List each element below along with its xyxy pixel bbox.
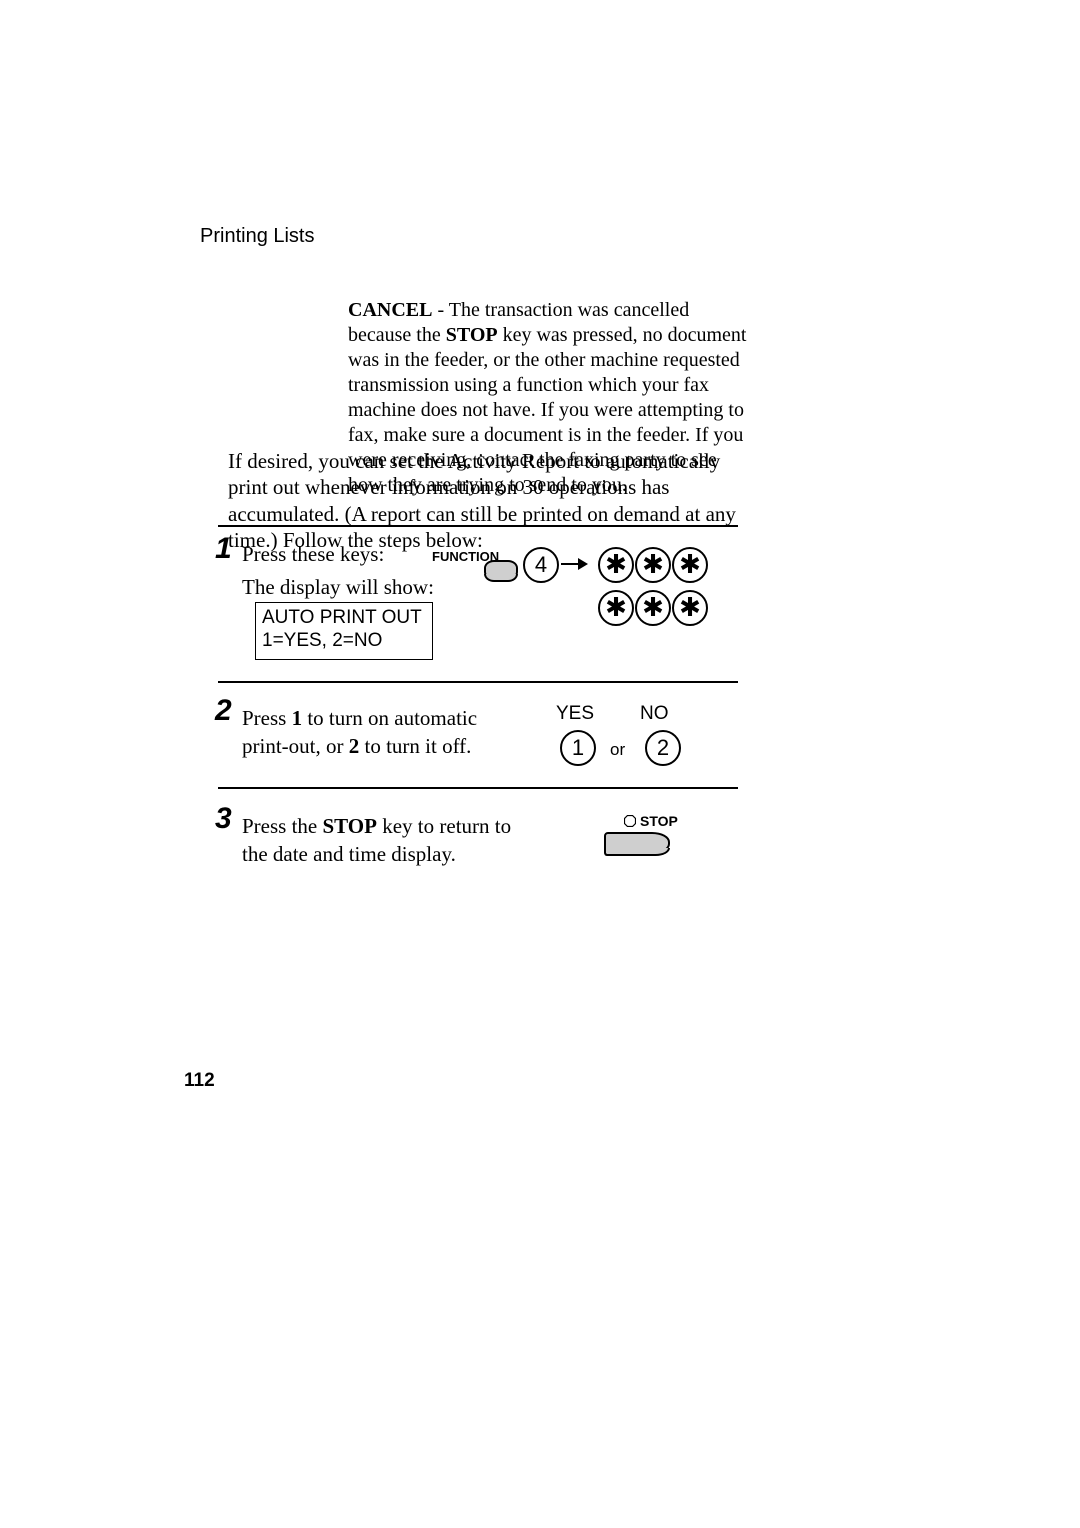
no-label: NO [640,703,669,725]
key-star-icon: ✱ [672,590,708,626]
key-star-icon: ✱ [598,547,634,583]
step-3-pre: Press the [242,814,323,838]
yes-label: YES [556,703,594,725]
manual-page: Printing Lists CANCEL - The transaction … [0,0,1080,1528]
stop-key-text: STOP [640,813,678,829]
function-key-icon [484,560,518,580]
key-4-digit: 4 [535,552,547,578]
star-glyph: ✱ [679,557,701,573]
cancel-stop-word: STOP [446,324,498,346]
key-1-icon: 1 [560,730,596,766]
step-3-text: Press the STOP key to return to the date… [242,812,522,869]
star-glyph: ✱ [605,600,627,616]
key-star-icon: ✱ [635,547,671,583]
lcd-display: AUTO PRINT OUT 1=YES, 2=NO [255,602,433,660]
step-1-text-b: The display will show: [242,573,434,601]
step-2-end: to turn it off. [359,734,471,758]
step-2-pre: Press [242,706,292,730]
stop-key-label: STOP [624,813,678,829]
key-2-digit: 2 [657,735,669,761]
key-star-icon: ✱ [635,590,671,626]
lcd-line-2: 1=YES, 2=NO [262,630,422,653]
step-2-key-2: 2 [349,734,360,758]
key-2-icon: 2 [645,730,681,766]
key-1-digit: 1 [572,735,584,761]
intro-paragraph: If desired, you can set the Activity Rep… [228,448,740,553]
step-2-text: Press 1 to turn on automatic print-out, … [242,704,522,761]
step-2-key-1: 1 [292,706,303,730]
divider [218,787,738,789]
star-glyph: ✱ [642,600,664,616]
step-2-number: 2 [215,694,232,728]
divider [218,681,738,683]
divider [218,525,738,527]
star-glyph: ✱ [642,557,664,573]
step-1-number: 1 [215,532,232,566]
page-number: 112 [184,1070,215,1092]
section-header: Printing Lists [200,225,315,248]
star-glyph: ✱ [679,600,701,616]
step-1-text-a: Press these keys: [242,540,384,568]
star-glyph: ✱ [605,557,627,573]
stop-key-icon [604,832,670,854]
key-4-icon: 4 [523,547,559,583]
step-3-number: 3 [215,802,232,836]
cancel-label: CANCEL [348,299,432,321]
key-star-icon: ✱ [672,547,708,583]
step-3-stop: STOP [323,814,377,838]
key-star-icon: ✱ [598,590,634,626]
lcd-line-1: AUTO PRINT OUT [262,607,422,630]
or-label: or [610,740,625,760]
stop-octagon-icon [624,815,636,827]
